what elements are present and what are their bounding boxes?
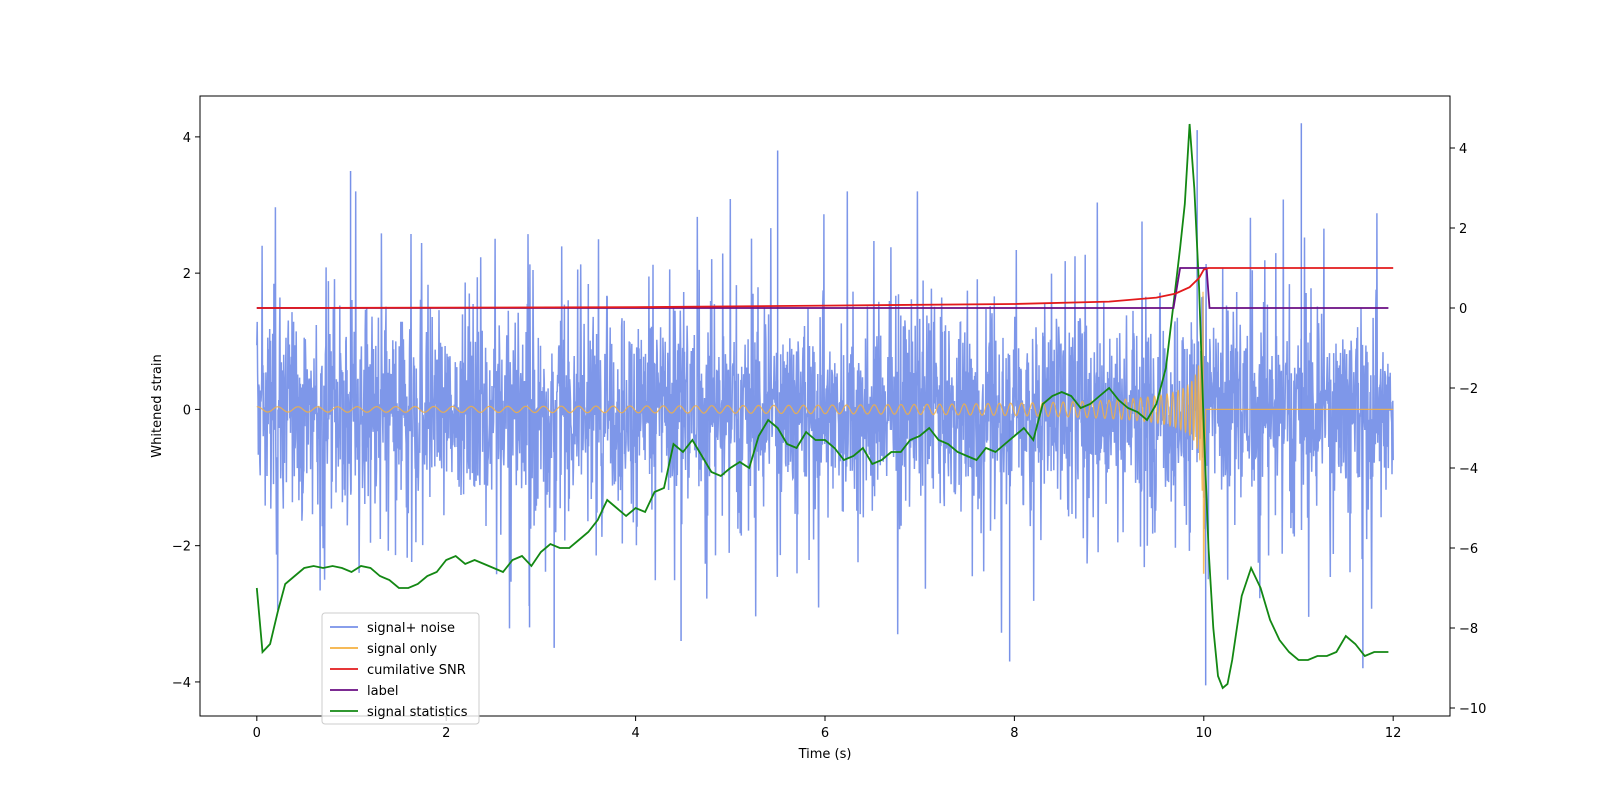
plot-area: [255, 123, 1394, 690]
y-axis-ticks: −4 −2 0 2 4: [172, 131, 200, 691]
legend-label: cumilative SNR: [367, 663, 466, 678]
x-tick-label: 0: [253, 726, 261, 741]
y-tick-label: 0: [183, 403, 191, 418]
series-line-signal-statistics: [255, 123, 1389, 690]
x-tick-label: 10: [1196, 726, 1213, 741]
legend-label: signal statistics: [367, 705, 468, 720]
y2-tick-label: 2: [1459, 222, 1467, 237]
y-tick-label: −2: [172, 540, 191, 555]
y-axis-label: Whitened strain: [150, 354, 165, 457]
y2-tick-label: 4: [1459, 142, 1467, 157]
x-tick-label: 4: [631, 726, 639, 741]
series-line-signal-only: [256, 291, 1394, 574]
y-tick-label: −4: [172, 676, 191, 691]
series-line-label: [256, 267, 1389, 309]
x-tick-label: 8: [1010, 726, 1018, 741]
series-line-cumulative-snr: [256, 267, 1394, 309]
y2-tick-label: −8: [1459, 622, 1478, 637]
y2-tick-label: −6: [1459, 542, 1478, 557]
x-tick-label: 2: [442, 726, 450, 741]
y2-tick-label: −2: [1459, 382, 1478, 397]
y-tick-label: 4: [183, 131, 191, 146]
legend-label: label: [367, 684, 398, 699]
x-axis-ticks: 0 2 4 6 8 10 12: [253, 716, 1402, 741]
y-tick-label: 2: [183, 267, 191, 282]
legend: signal+ noise signal only cumilative SNR la…: [321, 612, 480, 725]
legend-label: signal+ noise: [367, 621, 455, 636]
y2-tick-label: −4: [1459, 462, 1478, 477]
x-tick-label: 12: [1385, 726, 1402, 741]
y2-tick-label: −10: [1459, 702, 1486, 717]
legend-box: [321, 612, 480, 725]
y2-axis-ticks: −10 −8 −6 −4 −2 0 2 4: [1450, 142, 1486, 717]
x-tick-label: 6: [821, 726, 829, 741]
x-axis-label: Time (s): [798, 747, 852, 762]
y2-tick-label: 0: [1459, 302, 1467, 317]
legend-label: signal only: [367, 642, 437, 657]
